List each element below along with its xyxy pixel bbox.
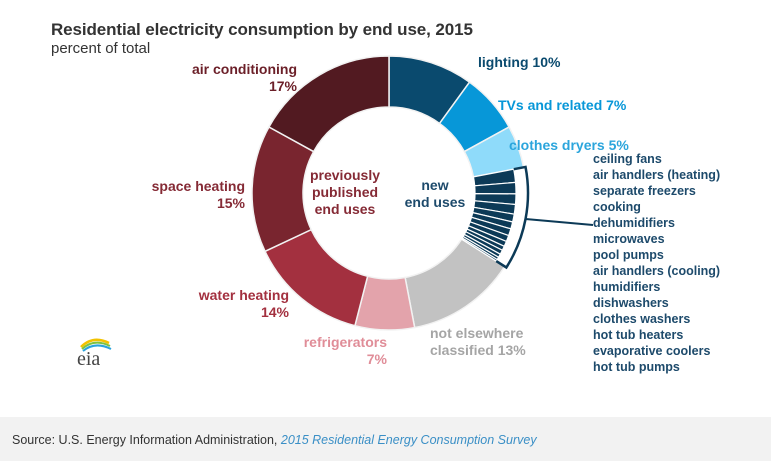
new-end-use-item: cooking <box>593 200 641 214</box>
chart-title: Residential electricity consumption by e… <box>51 20 473 39</box>
label-water-heating-line: water heating <box>198 287 289 303</box>
new-end-use-item: clothes washers <box>593 312 690 326</box>
label-clothes-dryers-line: clothes dryers 5% <box>509 137 629 153</box>
label-space-heating-line: space heating <box>152 178 245 194</box>
new-end-use-item: ceiling fans <box>593 152 662 166</box>
new-end-use-item: separate freezers <box>593 184 696 198</box>
new-end-use-item: dehumidifiers <box>593 216 675 230</box>
logo-arc-blue <box>82 344 112 352</box>
label-refrigerators-line: 7% <box>367 351 388 367</box>
center-label-previously-published-line: previously <box>310 167 380 183</box>
label-water-heating-line: 14% <box>261 304 290 320</box>
center-label-new-end-uses-line: new <box>421 177 448 193</box>
label-not-elsewhere-classified: not elsewhere classified 13% <box>430 325 526 358</box>
chart-subtitle: percent of total <box>51 40 151 57</box>
label-space-heating-line: 15% <box>217 195 246 211</box>
label-air-conditioning-line: air conditioning <box>192 61 297 77</box>
label-clothes-dryers: clothes dryers 5% <box>509 137 629 153</box>
logo-arc-green <box>81 341 111 350</box>
new-end-use-item: microwaves <box>593 232 665 246</box>
new-end-use-item: pool pumps <box>593 248 664 262</box>
label-not-elsewhere-classified-line: not elsewhere <box>430 325 524 341</box>
new-end-use-item: hot tub pumps <box>593 360 680 374</box>
new-end-use-item: dishwashers <box>593 296 669 310</box>
donut-chart: lighting 10% TVs and related 7% clothes dr… <box>152 54 720 374</box>
label-water-heating: water heating 14% <box>198 287 290 320</box>
footer: Source: U.S. Energy Information Administ… <box>0 417 771 461</box>
slice-air-conditioning <box>267 55 390 153</box>
new-end-use-item: humidifiers <box>593 280 660 294</box>
logo-arc-yellow <box>80 338 110 348</box>
label-air-conditioning-line: 17% <box>269 78 298 94</box>
bracket-connector-line <box>525 218 594 226</box>
center-label-new-end-uses: new end uses <box>405 177 466 210</box>
label-air-conditioning: air conditioning 17% <box>192 61 298 94</box>
label-not-elsewhere-classified-line: classified 13% <box>430 342 526 358</box>
source-link[interactable]: 2015 Residential Energy Consumption Surv… <box>280 433 537 447</box>
label-tvs-line: TVs and related 7% <box>498 97 627 113</box>
center-label-previously-published-line: published <box>312 184 378 200</box>
logo-text: eia <box>77 348 100 369</box>
label-lighting-line: lighting 10% <box>478 54 561 70</box>
label-tvs: TVs and related 7% <box>498 97 627 113</box>
new-end-use-item: evaporative coolers <box>593 344 710 358</box>
source-note: Source: U.S. Energy Information Administ… <box>12 433 537 447</box>
label-lighting: lighting 10% <box>478 54 561 70</box>
slice-new-end-use-14 <box>460 237 498 262</box>
center-label-previously-published: previously published end uses <box>310 167 380 217</box>
center-label-new-end-uses-line: end uses <box>405 194 466 210</box>
label-refrigerators-line: refrigerators <box>304 334 387 350</box>
new-end-use-item: air handlers (cooling) <box>593 264 720 278</box>
center-label-previously-published-line: end uses <box>315 201 376 217</box>
source-prefix: Source: U.S. Energy Information Administ… <box>12 433 281 447</box>
label-refrigerators: refrigerators 7% <box>304 334 388 367</box>
label-space-heating: space heating 15% <box>152 178 246 211</box>
new-end-use-item: hot tub heaters <box>593 328 683 342</box>
eia-logo: eia <box>75 335 115 370</box>
new-end-use-item: air handlers (heating) <box>593 168 720 182</box>
new-end-uses-bracket <box>495 165 530 270</box>
